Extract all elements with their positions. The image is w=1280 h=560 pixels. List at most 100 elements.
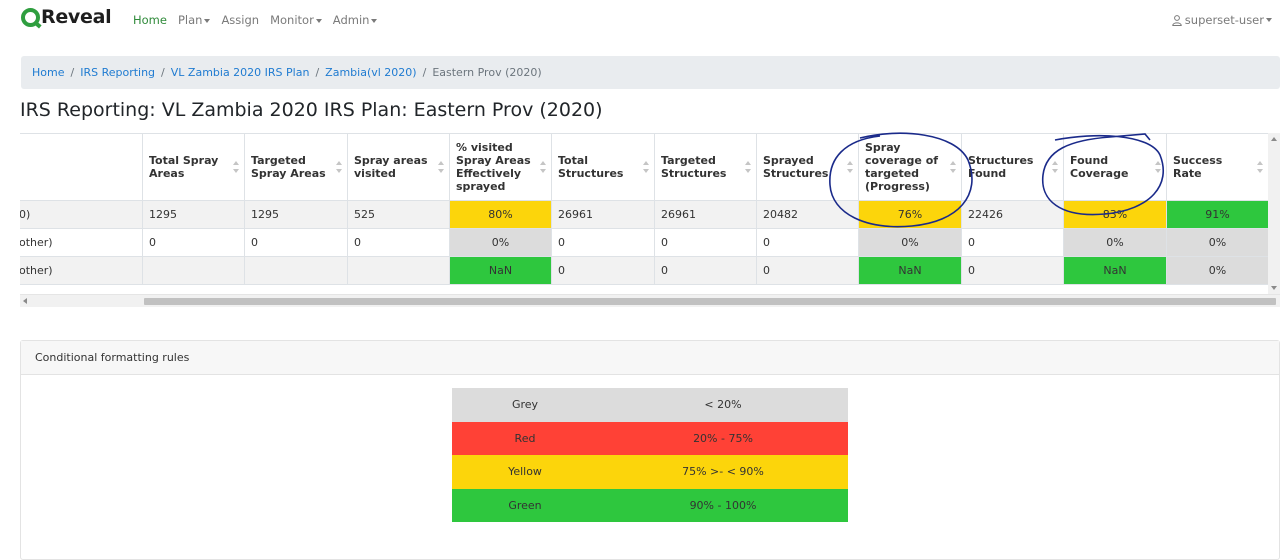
sort-icon (438, 161, 444, 173)
column-header-label: Sprayed Structures (763, 154, 829, 180)
card-header: Conditional formatting rules (21, 341, 1279, 375)
column-header-total-spray-areas[interactable]: Total Spray Areas (142, 133, 245, 201)
column-header-spray-areas-visited[interactable]: Spray areas visited (347, 133, 450, 201)
table-cell: 1295 (244, 200, 348, 229)
sort-icon (1257, 161, 1263, 173)
nav-plan-label: Plan (177, 13, 203, 27)
user-icon (1172, 14, 1182, 26)
column-header-visited-effectively-sprayed[interactable]: % visited Spray Areas Effectively spraye… (449, 133, 552, 201)
table-horizontal-scrollbar[interactable] (20, 294, 1280, 307)
column-header-label: Total Structures (558, 154, 624, 180)
caret-down-icon (315, 18, 322, 23)
breadcrumb-separator: / (315, 66, 320, 79)
caret-down-icon (204, 18, 211, 23)
rule-name: Red (452, 421, 598, 455)
column-header-targeted-structures[interactable]: Targeted Structures (654, 133, 757, 201)
table-cell: 26961 (551, 200, 655, 229)
table-cell: 0 (551, 228, 655, 257)
nav-links: Home Plan Assign Monitor Admin (133, 13, 388, 27)
table-cell: 0 (654, 256, 757, 285)
table-vertical-scrollbar[interactable] (1268, 133, 1280, 294)
column-header-label: Spray coverage of targeted (Progress) (865, 141, 939, 193)
conditional-formatting-card: Conditional formatting rules Grey < 20% … (20, 340, 1280, 560)
column-header-targeted-spray-areas[interactable]: Targeted Spray Areas (244, 133, 348, 201)
column-header-label: Targeted Structures (661, 154, 727, 180)
username: superset-user (1184, 13, 1264, 27)
rule-range: 90% - 100% (598, 488, 848, 522)
rule-row-yellow: Yellow 75% >- < 90% (452, 455, 848, 489)
nav-home[interactable]: Home (133, 13, 167, 27)
table-cell-status: 0% (858, 228, 962, 257)
user-menu-dropdown[interactable]: superset-user (1172, 13, 1272, 27)
nav-admin-dropdown[interactable]: Admin (333, 13, 378, 27)
table-cell-status: 76% (858, 200, 962, 229)
nav-admin-label: Admin (332, 13, 370, 27)
table-cell: 0 (654, 228, 757, 257)
column-header-label: Targeted Spray Areas (251, 154, 326, 180)
sort-icon (643, 161, 649, 173)
table-cell-status: NaN (858, 256, 962, 285)
location-link[interactable]: 0) (20, 200, 143, 229)
column-header-location[interactable] (20, 133, 143, 201)
breadcrumb-home[interactable]: Home (32, 66, 65, 79)
scroll-up-icon[interactable] (1271, 137, 1277, 141)
nav-assign[interactable]: Assign (221, 13, 260, 27)
scroll-left-icon[interactable] (23, 298, 27, 304)
breadcrumb-zambia[interactable]: Zambia(vl 2020) (325, 66, 417, 79)
column-header-label: Structures Found (968, 154, 1034, 180)
table-cell: 1295 (142, 200, 245, 229)
table-cell: 0 (961, 228, 1064, 257)
column-header-structures-found[interactable]: Structures Found (961, 133, 1064, 201)
nav-monitor-dropdown[interactable]: Monitor (270, 13, 322, 27)
table-cell: other) (20, 228, 143, 257)
table-cell: 26961 (654, 200, 757, 229)
table-cell: 20482 (756, 200, 859, 229)
table-cell: 0 (961, 256, 1064, 285)
column-header-label: Total Spray Areas (149, 154, 219, 180)
table-cell-status: NaN (449, 256, 552, 285)
table-cell: 0 (347, 228, 450, 257)
brand-name: Reveal (41, 6, 112, 28)
rule-row-grey: Grey < 20% (452, 388, 848, 422)
sort-icon (847, 161, 853, 173)
table-cell-status: 80% (449, 200, 552, 229)
rule-range: < 20% (598, 388, 848, 422)
reveal-logo-icon (21, 7, 40, 27)
caret-down-icon (371, 18, 378, 23)
table-cell: 0 (551, 256, 655, 285)
table-cell: 0 (142, 228, 245, 257)
column-header-label: Success Rate (1173, 154, 1223, 180)
rule-row-green: Green 90% - 100% (452, 488, 848, 522)
table-cell-status: 0% (1166, 228, 1269, 257)
column-header-total-structures[interactable]: Total Structures (551, 133, 655, 201)
breadcrumb-separator: / (422, 66, 427, 79)
table-cell-status: 83% (1063, 200, 1167, 229)
rule-range: 75% >- < 90% (598, 455, 848, 489)
scroll-down-icon[interactable] (1271, 286, 1277, 290)
column-header-sprayed-structures[interactable]: Sprayed Structures (756, 133, 859, 201)
sort-icon (1155, 161, 1161, 173)
breadcrumb-irs-reporting[interactable]: IRS Reporting (80, 66, 156, 79)
formatting-rules-table: Grey < 20% Red 20% - 75% Yellow 75% >- <… (452, 388, 848, 522)
table-cell: other) (20, 256, 143, 285)
sort-icon (233, 161, 239, 173)
table-row: other) NaN 0 0 0 NaN 0 NaN 0% (20, 256, 1269, 285)
rule-name: Yellow (452, 455, 598, 489)
sort-icon (540, 161, 546, 173)
scroll-thumb[interactable] (144, 298, 1276, 305)
breadcrumb-separator: / (70, 66, 75, 79)
table-cell: 0 (756, 228, 859, 257)
column-header-spray-coverage[interactable]: Spray coverage of targeted (Progress) (858, 133, 962, 201)
table-cell (244, 256, 348, 285)
column-header-found-coverage[interactable]: Found Coverage (1063, 133, 1167, 201)
table-cell-status: 91% (1166, 200, 1269, 229)
breadcrumb-plan[interactable]: VL Zambia 2020 IRS Plan (170, 66, 310, 79)
report-table-container: Total Spray Areas Targeted Spray Areas S… (20, 133, 1280, 307)
table-cell (142, 256, 245, 285)
nav-plan-dropdown[interactable]: Plan (177, 13, 211, 27)
column-header-success-rate[interactable]: Success Rate (1166, 133, 1269, 201)
nav-monitor-label: Monitor (270, 13, 314, 27)
breadcrumb-separator: / (161, 66, 165, 79)
brand-logo[interactable]: Reveal (21, 6, 112, 28)
rule-range: 20% - 75% (598, 421, 848, 455)
